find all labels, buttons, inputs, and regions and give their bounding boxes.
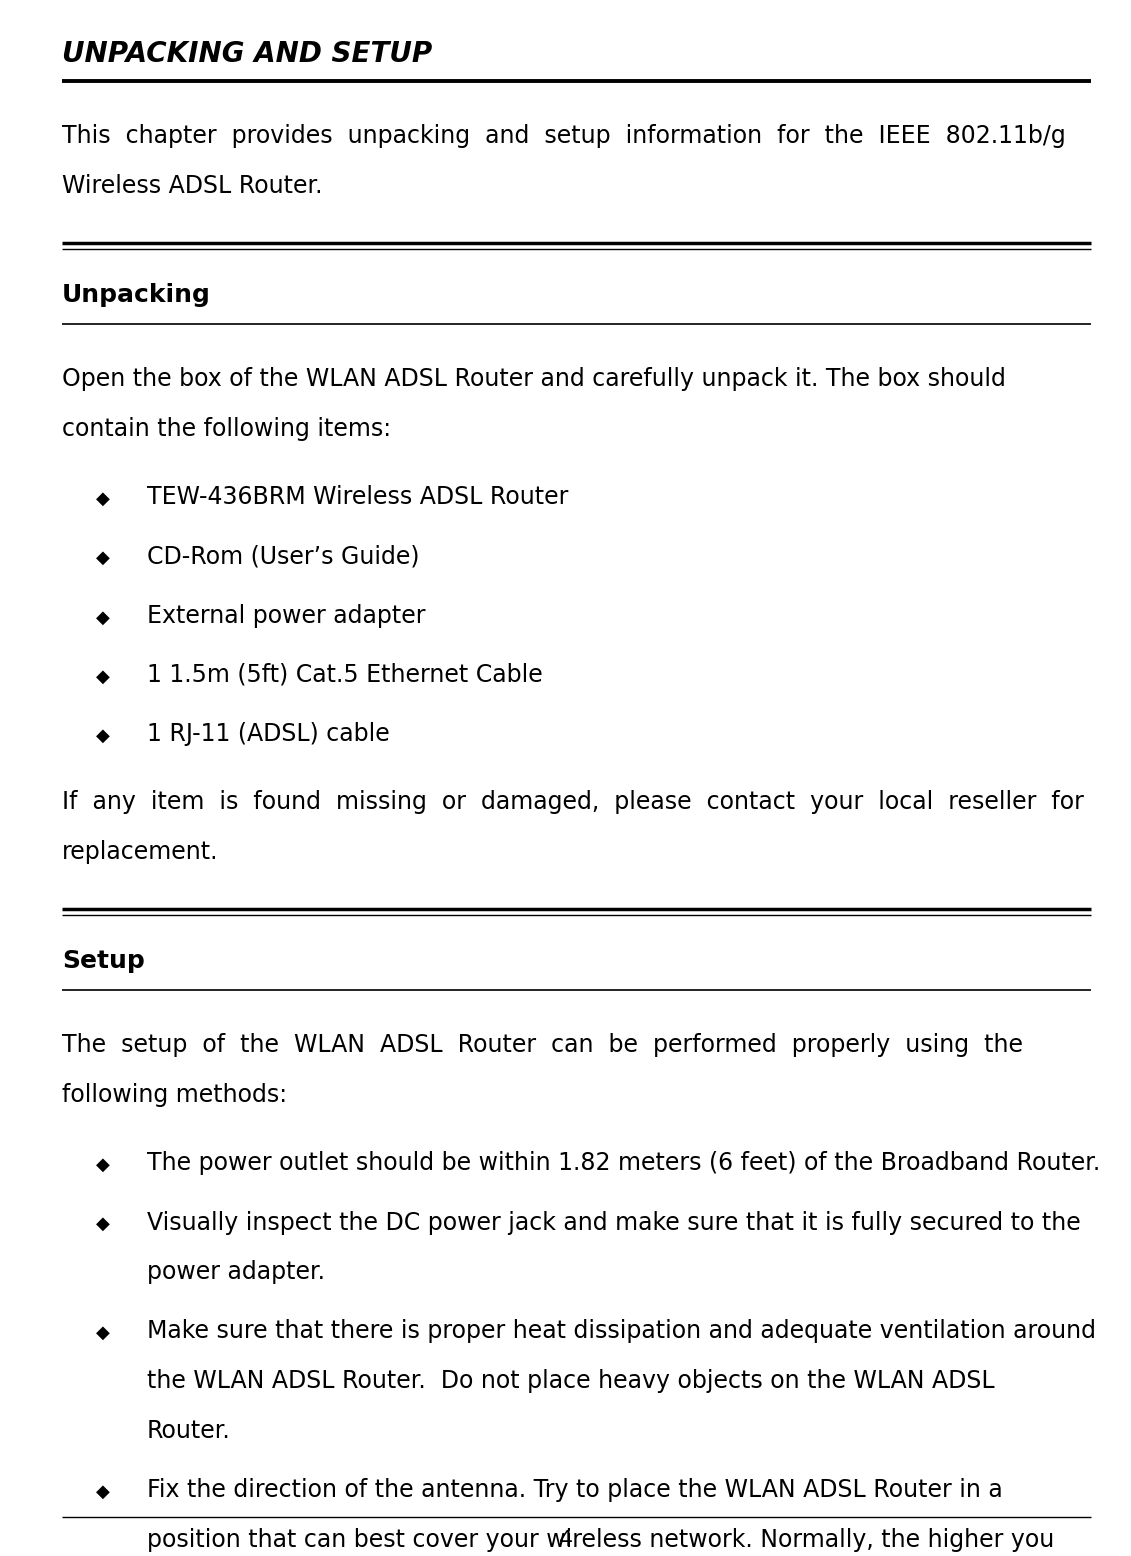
Text: If  any  item  is  found  missing  or  damaged,  please  contact  your  local  r: If any item is found missing or damaged,… [62,790,1085,814]
Text: ◆: ◆ [96,727,110,745]
Text: the WLAN ADSL Router.  Do not place heavy objects on the WLAN ADSL: the WLAN ADSL Router. Do not place heavy… [147,1369,994,1393]
Text: power adapter.: power adapter. [147,1260,325,1284]
Text: ◆: ◆ [96,608,110,627]
Text: position that can best cover your wireless network. Normally, the higher you: position that can best cover your wirele… [147,1528,1054,1551]
Text: External power adapter: External power adapter [147,604,425,627]
Text: following methods:: following methods: [62,1083,287,1106]
Text: ◆: ◆ [96,1324,110,1343]
Text: UNPACKING AND SETUP: UNPACKING AND SETUP [62,40,432,68]
Text: ◆: ◆ [96,1483,110,1502]
Text: Setup: Setup [62,949,145,972]
Text: 1 1.5m (5ft) Cat.5 Ethernet Cable: 1 1.5m (5ft) Cat.5 Ethernet Cable [147,663,543,686]
Text: The  setup  of  the  WLAN  ADSL  Router  can  be  performed  properly  using  th: The setup of the WLAN ADSL Router can be… [62,1033,1024,1057]
Text: This  chapter  provides  unpacking  and  setup  information  for  the  IEEE  802: This chapter provides unpacking and setu… [62,124,1065,148]
Text: Make sure that there is proper heat dissipation and adequate ventilation around: Make sure that there is proper heat diss… [147,1319,1096,1343]
Text: Visually inspect the DC power jack and make sure that it is fully secured to the: Visually inspect the DC power jack and m… [147,1211,1081,1234]
Text: ◆: ◆ [96,668,110,686]
Text: 1 RJ-11 (ADSL) cable: 1 RJ-11 (ADSL) cable [147,722,390,745]
Text: ◆: ◆ [96,1215,110,1234]
Text: ◆: ◆ [96,1156,110,1175]
Text: CD-Rom (User’s Guide): CD-Rom (User’s Guide) [147,545,420,568]
Text: Router.: Router. [147,1419,231,1442]
Text: TEW-436BRM Wireless ADSL Router: TEW-436BRM Wireless ADSL Router [147,485,569,509]
Text: 4: 4 [559,1530,572,1550]
Text: Fix the direction of the antenna. Try to place the WLAN ADSL Router in a: Fix the direction of the antenna. Try to… [147,1478,1003,1502]
Text: The power outlet should be within 1.82 meters (6 feet) of the Broadband Router.: The power outlet should be within 1.82 m… [147,1151,1100,1175]
Text: ◆: ◆ [96,490,110,509]
Text: contain the following items:: contain the following items: [62,417,391,440]
Text: ◆: ◆ [96,549,110,568]
Text: replacement.: replacement. [62,840,218,864]
Text: Unpacking: Unpacking [62,283,211,307]
Text: Open the box of the WLAN ADSL Router and carefully unpack it. The box should: Open the box of the WLAN ADSL Router and… [62,367,1007,391]
Text: Wireless ADSL Router.: Wireless ADSL Router. [62,174,322,198]
